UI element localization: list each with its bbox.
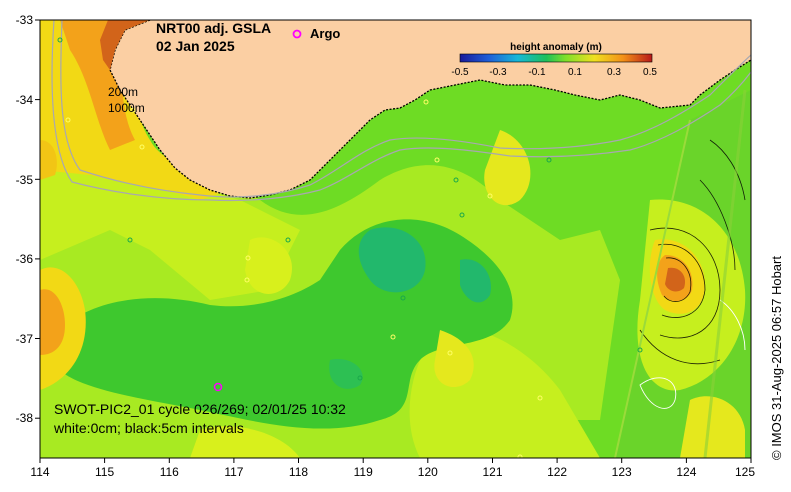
x-tick-label: 115 bbox=[95, 465, 114, 479]
argo-legend-label: Argo bbox=[310, 26, 340, 41]
y-axis-labels: -33 -34 -35 -36 -37 -38 bbox=[16, 13, 34, 425]
y-tick-label: -34 bbox=[16, 93, 34, 107]
isobath-200-label: 200m bbox=[108, 85, 138, 99]
y-tick-label: -33 bbox=[16, 13, 34, 27]
x-tick-label: 114 bbox=[30, 465, 49, 479]
y-axis-ticks bbox=[35, 19, 40, 419]
colorbar-tick: -0.1 bbox=[528, 67, 546, 78]
colorbar-tick: 0.5 bbox=[643, 67, 657, 78]
colorbar-tick: 0.1 bbox=[568, 67, 582, 78]
colorbar-title: height anomaly (m) bbox=[510, 42, 602, 53]
x-axis-ticks bbox=[39, 458, 752, 463]
x-tick-label: 125 bbox=[735, 465, 755, 479]
argo-legend-icon bbox=[292, 29, 302, 39]
isobath-1000-label: 1000m bbox=[108, 101, 145, 115]
x-tick-label: 116 bbox=[160, 465, 179, 479]
x-tick-label: 117 bbox=[224, 465, 243, 479]
x-tick-label: 124 bbox=[676, 465, 696, 479]
x-tick-label: 121 bbox=[482, 465, 502, 479]
map-title: NRT00 adj. GSLA bbox=[156, 20, 271, 36]
x-tick-label: 118 bbox=[289, 465, 308, 479]
sea-level-field bbox=[40, 20, 751, 458]
x-tick-label: 123 bbox=[612, 465, 632, 479]
x-tick-label: 122 bbox=[547, 465, 567, 479]
y-tick-label: -35 bbox=[16, 173, 34, 187]
colorbar-tick: -0.5 bbox=[451, 67, 469, 78]
x-axis-labels: 114 115 116 117 118 119 120 121 122 123 … bbox=[30, 465, 755, 479]
x-tick-label: 119 bbox=[354, 465, 373, 479]
argo-float-marker bbox=[213, 382, 223, 392]
y-tick-label: -36 bbox=[16, 252, 34, 266]
x-tick-label: 120 bbox=[418, 465, 438, 479]
y-tick-label: -37 bbox=[16, 332, 34, 346]
swot-contour-note: white:0cm; black:5cm intervals bbox=[53, 420, 244, 436]
credit-text: © IMOS 31-Aug-2025 06:57 Hobart bbox=[769, 256, 784, 460]
swot-info-line: SWOT-PIC2_01 cycle 026/269; 02/01/25 10:… bbox=[54, 401, 346, 417]
map-date: 02 Jan 2025 bbox=[156, 38, 235, 54]
colorbar-tick: 0.3 bbox=[607, 67, 621, 78]
colorbar: height anomaly (m) -0.5 -0.3 -0.1 0.1 0.… bbox=[451, 42, 657, 78]
colorbar-tick: -0.3 bbox=[489, 67, 507, 78]
colorbar-gradient bbox=[459, 53, 653, 63]
y-tick-label: -38 bbox=[16, 411, 34, 425]
